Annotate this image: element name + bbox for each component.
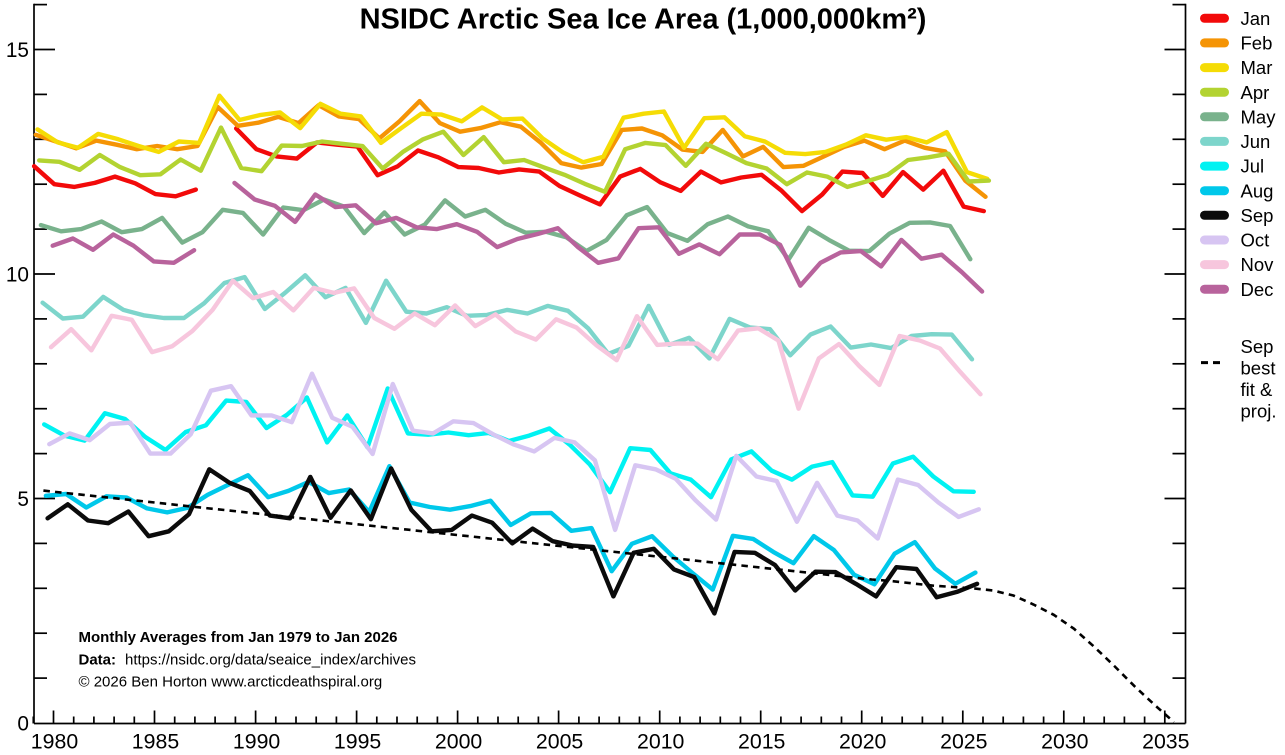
svg-text:proj.: proj. [1241, 401, 1277, 422]
svg-text:May: May [1241, 106, 1277, 127]
svg-text:Sep: Sep [1241, 336, 1274, 357]
svg-text:© 2026 Ben Horton www.arcticde: © 2026 Ben Horton www.arcticdeathspiral.… [79, 674, 383, 691]
svg-text:Mar: Mar [1241, 57, 1273, 78]
svg-text:Apr: Apr [1241, 82, 1270, 103]
svg-text:best: best [1241, 358, 1276, 379]
svg-text:fit &: fit & [1241, 379, 1274, 400]
svg-text:Sep: Sep [1241, 205, 1274, 226]
svg-text:2015: 2015 [738, 730, 785, 754]
svg-text:2005: 2005 [536, 730, 583, 754]
svg-text:NSIDC Arctic Sea Ice Area (1,0: NSIDC Arctic Sea Ice Area (1,000,000km²) [360, 4, 927, 36]
svg-text:1990: 1990 [233, 730, 281, 754]
svg-text:Oct: Oct [1241, 230, 1270, 251]
svg-text:10: 10 [6, 264, 29, 287]
svg-text:1980: 1980 [31, 730, 79, 754]
svg-text:15: 15 [6, 39, 29, 62]
svg-text:Dec: Dec [1241, 279, 1274, 300]
svg-text:1985: 1985 [132, 730, 179, 754]
svg-text:Nov: Nov [1241, 254, 1275, 275]
svg-text:2000: 2000 [435, 730, 483, 754]
svg-text:Jul: Jul [1241, 156, 1265, 177]
svg-text:Monthly Averages from Jan 1979: Monthly Averages from Jan 1979 to Jan 20… [79, 629, 398, 646]
svg-text:2020: 2020 [839, 730, 887, 754]
svg-text:Feb: Feb [1241, 33, 1273, 54]
svg-text:Data:https://nsidc.org/data/se: Data: https://nsidc.org/data/seaice_index… [79, 652, 417, 669]
svg-text:Aug: Aug [1241, 180, 1274, 201]
svg-text:2035: 2035 [1142, 730, 1189, 754]
svg-text:2010: 2010 [637, 730, 685, 754]
svg-text:1995: 1995 [334, 730, 381, 754]
svg-text:0: 0 [17, 713, 29, 736]
svg-text:Jan: Jan [1241, 8, 1271, 29]
svg-text:2030: 2030 [1041, 730, 1089, 754]
svg-text:5: 5 [17, 488, 29, 511]
svg-text:2025: 2025 [940, 730, 987, 754]
svg-text:Jun: Jun [1241, 131, 1271, 152]
